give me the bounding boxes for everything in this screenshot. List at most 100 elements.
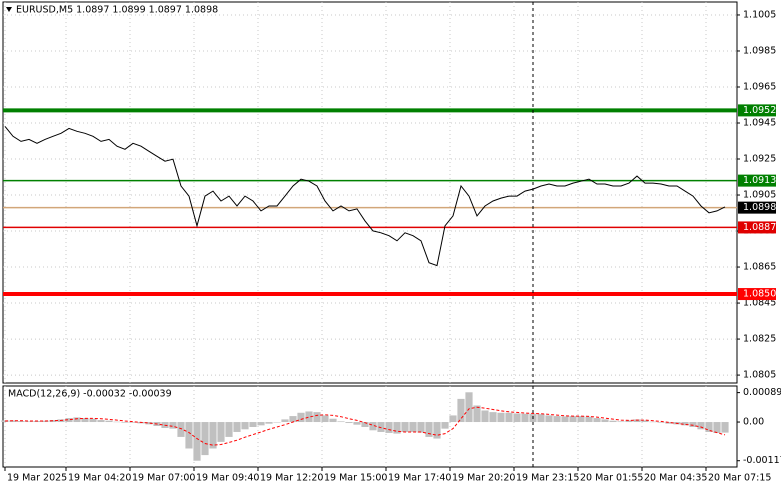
macd-bar xyxy=(249,422,257,427)
macd-bar xyxy=(289,416,297,423)
macd-bar xyxy=(337,421,345,423)
macd-bar xyxy=(521,413,529,423)
x-tick-label: 19 Mar 2025 xyxy=(7,473,67,484)
macd-bar xyxy=(609,420,617,423)
macd-bar xyxy=(321,415,329,423)
macd-bar xyxy=(561,416,569,423)
macd-bar xyxy=(537,414,545,423)
macd-bar xyxy=(449,415,457,423)
chart-title: EURUSD,M5 1.0897 1.0899 1.0897 1.0898 xyxy=(16,5,218,16)
level-label-bg xyxy=(738,221,776,234)
macd-bar xyxy=(369,422,377,431)
macd-bar xyxy=(641,420,649,423)
macd-bar xyxy=(185,422,193,449)
macd-bar xyxy=(505,412,513,423)
macd-bar xyxy=(577,416,585,423)
macd-bar xyxy=(585,416,593,423)
y-tick-label: 1.0805 xyxy=(743,370,776,381)
macd-bar xyxy=(1,420,9,423)
macd-bar xyxy=(233,422,241,432)
macd-bar xyxy=(265,422,273,424)
macd-bar xyxy=(353,422,361,425)
macd-bar xyxy=(713,422,721,433)
macd-bar xyxy=(401,422,409,432)
level-label: 1.0913 xyxy=(743,175,776,186)
macd-bar xyxy=(281,419,289,423)
macd-bar xyxy=(105,420,113,423)
y-tick-label: 1.0825 xyxy=(743,334,776,345)
x-tick-label: 19 Mar 17:40 xyxy=(388,473,451,484)
macd-bar xyxy=(417,422,425,433)
macd-bar xyxy=(305,411,313,423)
y-tick-label: 1.0865 xyxy=(743,262,776,273)
level-label: 1.0952 xyxy=(743,105,776,116)
macd-bar xyxy=(329,418,337,423)
menu-arrow[interactable] xyxy=(6,7,12,12)
macd-bar xyxy=(665,422,673,424)
macd-bar xyxy=(313,412,321,423)
level-label-bg xyxy=(738,288,776,301)
macd-bar xyxy=(497,412,505,423)
macd-bar xyxy=(625,420,633,423)
macd-bar xyxy=(681,422,689,426)
macd-bar xyxy=(193,422,201,461)
macd-bar xyxy=(617,421,625,423)
level-label-bg xyxy=(738,174,776,187)
macd-bar xyxy=(393,422,401,434)
y-tick-label: -0.00117 xyxy=(743,455,781,466)
macd-bar xyxy=(257,422,265,426)
macd-bar xyxy=(225,422,233,437)
macd-bar xyxy=(169,422,177,429)
macd-bar xyxy=(441,422,449,429)
macd-bar xyxy=(457,398,465,423)
macd-bar xyxy=(553,416,561,423)
x-tick-label: 19 Mar 15:00 xyxy=(324,473,387,484)
y-tick-label: 1.0985 xyxy=(743,45,776,56)
x-tick-label: 19 Mar 07:00 xyxy=(132,473,195,484)
macd-bar xyxy=(473,405,481,423)
level-label: 1.0887 xyxy=(743,222,776,233)
x-tick-label: 19 Mar 23:15 xyxy=(516,473,579,484)
y-tick-label: 1.1005 xyxy=(743,9,776,20)
macd-bar xyxy=(145,422,153,425)
macd-bar xyxy=(241,422,249,430)
macd-bar xyxy=(297,412,305,423)
y-tick-label: 1.0925 xyxy=(743,154,776,165)
macd-bar xyxy=(705,422,713,432)
macd-bar xyxy=(345,422,353,424)
y-tick-label: 1.0965 xyxy=(743,81,776,92)
level-label-bg xyxy=(738,201,776,214)
price-panel xyxy=(2,1,738,384)
x-tick-label: 20 Mar 04:35 xyxy=(644,473,707,484)
macd-bar xyxy=(721,422,729,433)
level-label: 1.0850 xyxy=(743,289,776,300)
macd-bar xyxy=(481,410,489,423)
x-tick-label: 19 Mar 04:20 xyxy=(68,473,131,484)
y-tick-label: 0.00 xyxy=(743,417,764,428)
level-label: 1.0898 xyxy=(743,202,776,213)
macd-bar xyxy=(601,419,609,423)
macd-bar xyxy=(425,422,433,437)
macd-bar xyxy=(177,422,185,437)
macd-bar xyxy=(65,418,73,423)
macd-bar xyxy=(113,421,121,423)
macd-bar xyxy=(433,422,441,439)
macd-bar xyxy=(697,422,705,430)
macd-title: MACD(12,26,9) -0.00032 -0.00039 xyxy=(8,389,172,400)
macd-bar xyxy=(217,422,225,442)
macd-bar xyxy=(9,420,17,423)
macd-bar xyxy=(17,421,25,423)
macd-bar xyxy=(273,422,281,423)
macd-bar xyxy=(569,416,577,423)
x-tick-label: 19 Mar 09:40 xyxy=(196,473,259,484)
macd-bar xyxy=(513,413,521,423)
macd-bar xyxy=(689,422,697,427)
x-tick-label: 20 Mar 07:15 xyxy=(708,473,771,484)
x-tick-label: 20 Mar 01:55 xyxy=(580,473,643,484)
macd-bar xyxy=(409,422,417,432)
price-line xyxy=(4,126,726,267)
x-tick-label: 19 Mar 12:20 xyxy=(260,473,323,484)
macd-bar xyxy=(201,422,209,456)
